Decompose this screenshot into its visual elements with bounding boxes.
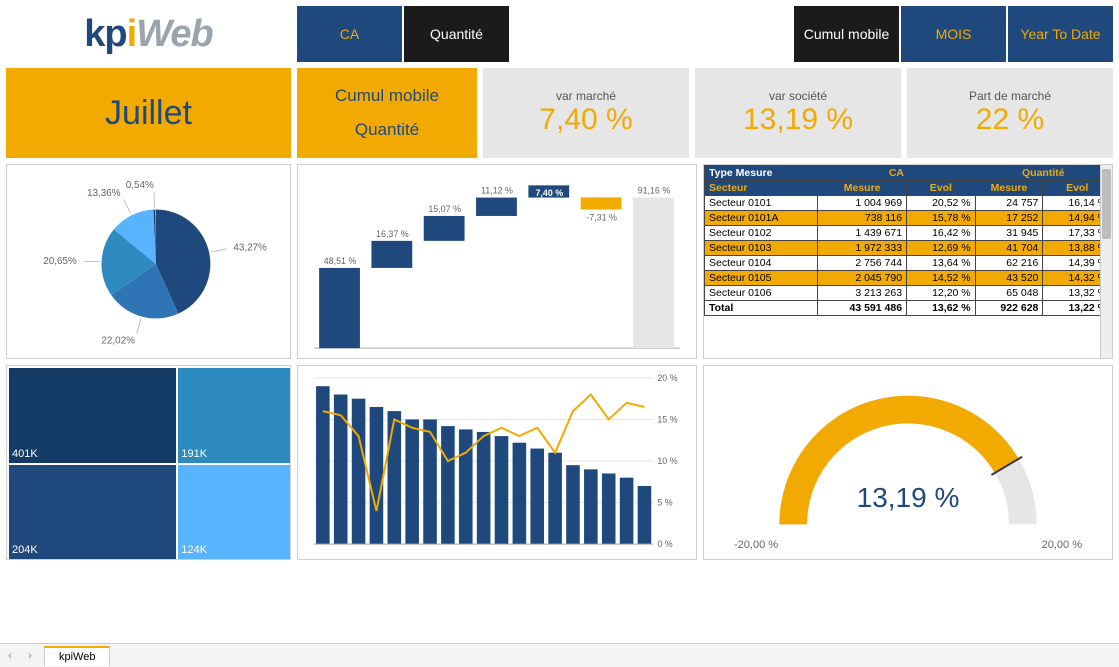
tab-ytd[interactable]: Year To Date (1008, 6, 1113, 62)
context-line2: Quantité (355, 113, 419, 147)
sector-table-panel[interactable]: Type MesureCAQuantitéSecteurMesureEvolMe… (703, 164, 1113, 359)
svg-text:20,65%: 20,65% (43, 256, 77, 267)
kpi-value: 13,19 % (743, 103, 853, 137)
gauge-value: 13,19 % (704, 482, 1112, 514)
svg-text:22,02%: 22,02% (101, 335, 135, 346)
sector-table[interactable]: Type MesureCAQuantitéSecteurMesureEvolMe… (704, 165, 1112, 358)
sheet-tab[interactable]: kpiWeb (44, 646, 110, 666)
kpi-var-societe: var société 13,19 % (695, 68, 901, 158)
tab-mois[interactable]: MOIS (901, 6, 1006, 62)
gauge-max-label: 20,00 % (1042, 539, 1082, 551)
brand-logo: kpiWeb (6, 6, 291, 62)
svg-text:0,54%: 0,54% (126, 180, 154, 191)
table-scrollbar[interactable] (1100, 165, 1112, 358)
period-tabs: Cumul mobile MOIS Year To Date (794, 6, 1113, 62)
logo-part-rest: Web (136, 13, 213, 56)
svg-text:7,40 %: 7,40 % (535, 188, 563, 198)
tab-quantite[interactable]: Quantité (404, 6, 509, 62)
svg-text:91,16 %: 91,16 % (638, 185, 671, 195)
kpi-title: var société (769, 89, 827, 103)
svg-text:15 %: 15 % (657, 414, 677, 424)
kpi-row: Juillet Cumul mobile Quantité var marché… (6, 68, 1113, 158)
pie-chart-panel[interactable]: 43,27% 22,02% 20,65% 13,36% 0,54% (6, 164, 291, 359)
mid-row: 43,27% 22,02% 20,65% 13,36% 0,54% 48,51 % 16,… (6, 164, 1113, 359)
svg-text:48,51 %: 48,51 % (324, 256, 357, 266)
treemap-cell[interactable]: 124K (178, 465, 290, 560)
svg-text:11,12 %: 11,12 % (481, 186, 513, 196)
svg-text:0 %: 0 % (657, 539, 672, 549)
context-card: Cumul mobile Quantité (297, 68, 477, 158)
treemap-panel[interactable]: 401K 191K 204K 124K (6, 365, 291, 560)
bottom-row: 401K 191K 204K 124K 0 % 5 % 10 % 15 % 20 % 1… (6, 365, 1113, 560)
kpi-part-marche: Part de marché 22 % (907, 68, 1113, 158)
gauge-panel[interactable]: 13,19 % -20,00 % 20,00 % (703, 365, 1113, 560)
svg-text:15,07 %: 15,07 % (428, 204, 461, 214)
treemap-cell[interactable]: 204K (9, 465, 176, 560)
kpi-var-marche: var marché 7,40 % (483, 68, 689, 158)
tab-cumul-mobile[interactable]: Cumul mobile (794, 6, 899, 62)
sheet-footer: ‹ › kpiWeb (0, 643, 1119, 667)
month-label: Juillet (105, 94, 192, 133)
svg-text:16,37 %: 16,37 % (376, 229, 409, 239)
kpi-value: 7,40 % (539, 103, 632, 137)
combo-chart-panel[interactable]: 0 % 5 % 10 % 15 % 20 % (297, 365, 697, 560)
svg-text:13,36%: 13,36% (87, 188, 121, 199)
gauge-min-label: -20,00 % (734, 539, 778, 551)
month-card: Juillet (6, 68, 291, 158)
svg-text:-7,31 %: -7,31 % (586, 212, 617, 222)
prev-sheet-icon[interactable]: ‹ (0, 650, 20, 662)
treemap-cell[interactable]: 401K (9, 368, 176, 463)
svg-text:5 %: 5 % (657, 498, 672, 508)
logo-part-i: i (127, 13, 137, 56)
svg-text:20 %: 20 % (657, 373, 677, 383)
treemap-cell[interactable]: 191K (178, 368, 290, 463)
waterfall-chart-panel[interactable]: 48,51 % 16,37 % 15,07 % 11,12 % 7,40 % -7,31 … (297, 164, 697, 359)
measure-tabs: CA Quantité (297, 6, 509, 62)
context-line1: Cumul mobile (335, 79, 439, 113)
svg-text:43,27%: 43,27% (233, 242, 267, 253)
svg-text:10 %: 10 % (657, 456, 677, 466)
logo-part-k: kp (84, 13, 126, 56)
kpi-value: 22 % (976, 103, 1044, 137)
tab-ca[interactable]: CA (297, 6, 402, 62)
next-sheet-icon[interactable]: › (20, 650, 40, 662)
kpi-title: Part de marché (969, 89, 1051, 103)
kpi-title: var marché (556, 89, 616, 103)
top-bar: kpiWeb CA Quantité Cumul mobile MOIS Yea… (6, 6, 1113, 62)
